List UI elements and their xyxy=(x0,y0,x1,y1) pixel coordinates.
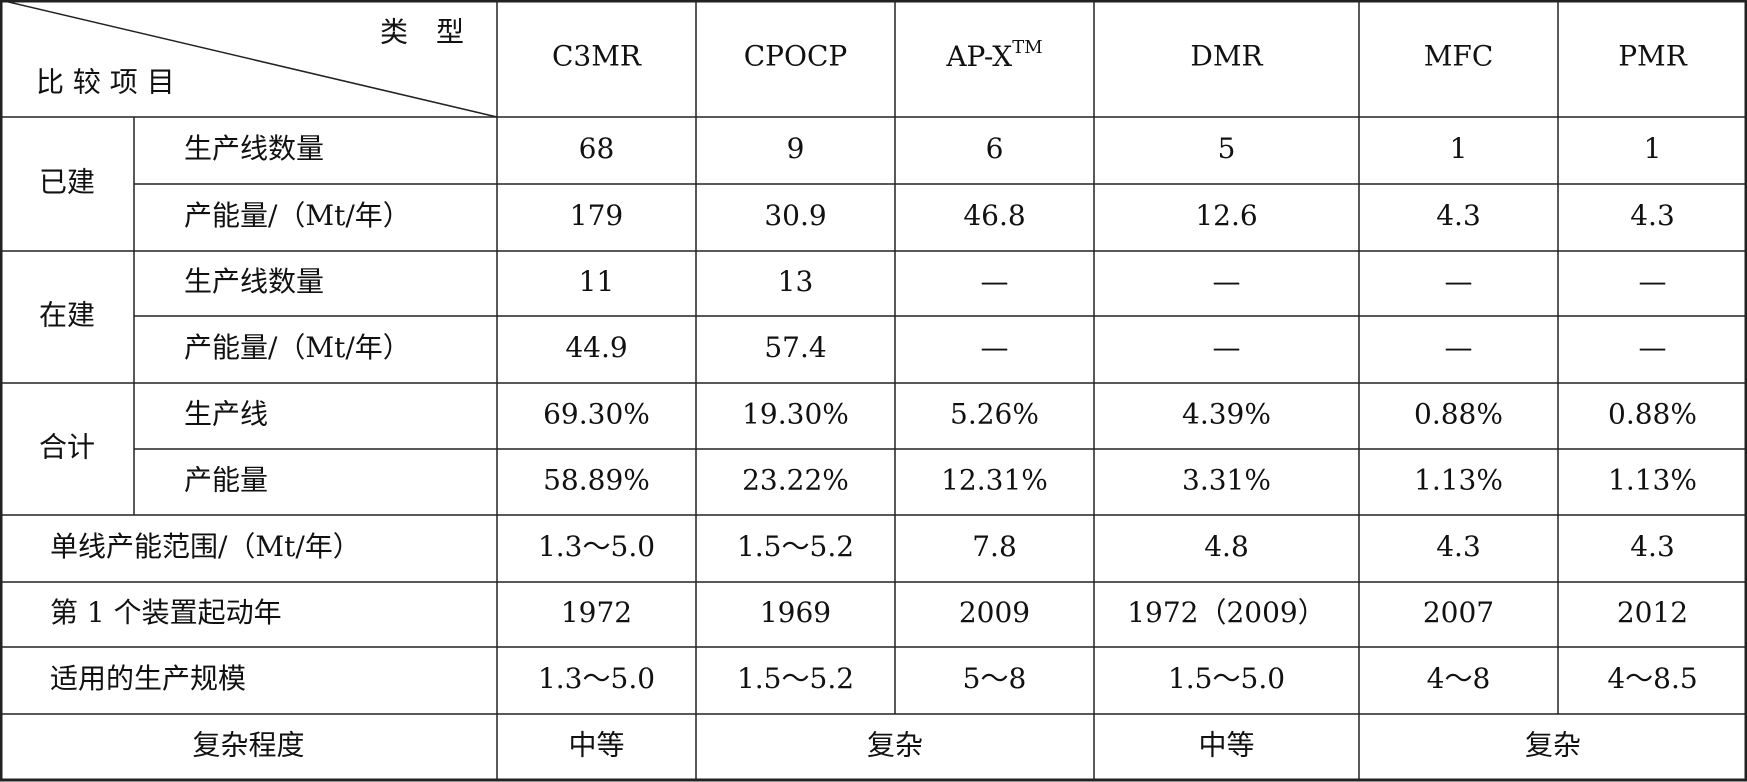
cell: 1.5～5.2 xyxy=(737,530,854,563)
cell: 1.5～5.0 xyxy=(1168,662,1285,695)
row-item: 生产线数量 xyxy=(184,265,324,298)
cell: — xyxy=(1639,265,1667,298)
cell: 58.89% xyxy=(543,464,650,497)
cell: 4.3 xyxy=(1436,530,1481,563)
cell: — xyxy=(1213,265,1241,298)
cell: 1972（2009） xyxy=(1127,596,1326,629)
cell: 23.22% xyxy=(742,464,849,497)
row-item: 第 1 个装置起动年 xyxy=(50,596,282,629)
cell: — xyxy=(1639,331,1667,364)
cell: 12.6 xyxy=(1195,199,1257,232)
diagonal xyxy=(0,0,498,118)
cell: 1.3～5.0 xyxy=(538,662,655,695)
cell: 1.13% xyxy=(1608,464,1697,497)
cell: — xyxy=(1445,265,1473,298)
group-label: 已建 xyxy=(39,166,95,199)
column-header: CPOCP xyxy=(744,40,847,73)
column-header: PMR xyxy=(1618,40,1688,73)
cell: 19.30% xyxy=(742,398,849,431)
item-label: 比 较 项 目 xyxy=(36,66,175,99)
cell: — xyxy=(981,331,1009,364)
cell: 46.8 xyxy=(963,199,1025,232)
cell: 7.8 xyxy=(972,530,1017,563)
cell: 1 xyxy=(1450,132,1468,165)
cell: 68 xyxy=(579,132,615,165)
cell: 1969 xyxy=(760,596,831,629)
column-header: DMR xyxy=(1190,40,1263,73)
cell: 57.4 xyxy=(764,331,826,364)
cell: 12.31% xyxy=(941,464,1048,497)
row-item: 生产线数量 xyxy=(184,132,324,165)
column-header-base: AP-X xyxy=(945,40,1012,73)
cell: 13 xyxy=(778,265,814,298)
cell: 4.3 xyxy=(1630,530,1675,563)
row-item: 适用的生产规模 xyxy=(50,662,246,695)
cell: 中等 xyxy=(568,729,624,762)
cell: 2009 xyxy=(959,596,1030,629)
column-header: MFC xyxy=(1424,40,1494,73)
cell: 1.5～5.2 xyxy=(737,662,854,695)
cell: 4.8 xyxy=(1204,530,1249,563)
cell: 4～8.5 xyxy=(1607,662,1697,695)
cell: 1.13% xyxy=(1414,464,1503,497)
cell: 0.88% xyxy=(1414,398,1503,431)
cell: 5～8 xyxy=(963,662,1027,695)
cell: 2007 xyxy=(1423,596,1494,629)
cell: 4.3 xyxy=(1630,199,1675,232)
cell: 1972 xyxy=(561,596,632,629)
cell: 复杂 xyxy=(867,729,923,762)
cell: — xyxy=(981,265,1009,298)
cell: 0.88% xyxy=(1608,398,1697,431)
column-header: C3MR xyxy=(552,40,642,73)
cell: 3.31% xyxy=(1182,464,1271,497)
cell: 1 xyxy=(1644,132,1662,165)
cell: 复杂 xyxy=(1525,729,1581,762)
cell: 9 xyxy=(787,132,805,165)
cell: — xyxy=(1445,331,1473,364)
row-item: 生产线 xyxy=(184,398,268,431)
cell: — xyxy=(1213,331,1241,364)
row-item: 复杂程度 xyxy=(192,729,304,762)
column-header-sup: TM xyxy=(1012,37,1042,58)
group-label: 在建 xyxy=(39,299,95,332)
cell: 1.3～5.0 xyxy=(538,530,655,563)
cell: 5.26% xyxy=(950,398,1039,431)
cell: 4～8 xyxy=(1427,662,1491,695)
row-item: 单线产能范围/（Mt/年） xyxy=(50,530,361,563)
cell: 中等 xyxy=(1198,729,1254,762)
cell: 5 xyxy=(1218,132,1236,165)
cell: 4.3 xyxy=(1436,199,1481,232)
cell: 179 xyxy=(570,199,623,232)
cell: 6 xyxy=(986,132,1004,165)
column-header: AP-XTM xyxy=(945,37,1042,73)
cell: 2012 xyxy=(1617,596,1688,629)
cell: 44.9 xyxy=(565,331,627,364)
row-item: 产能量/（Mt/年） xyxy=(184,199,411,232)
cell: 30.9 xyxy=(764,199,826,232)
row-item: 产能量/（Mt/年） xyxy=(184,331,411,364)
row-item: 产能量 xyxy=(184,464,268,497)
type-label: 类 型 xyxy=(380,16,464,49)
cell: 11 xyxy=(579,265,615,298)
group-label: 合计 xyxy=(39,431,95,464)
cell: 69.30% xyxy=(543,398,650,431)
cell: 4.39% xyxy=(1182,398,1271,431)
